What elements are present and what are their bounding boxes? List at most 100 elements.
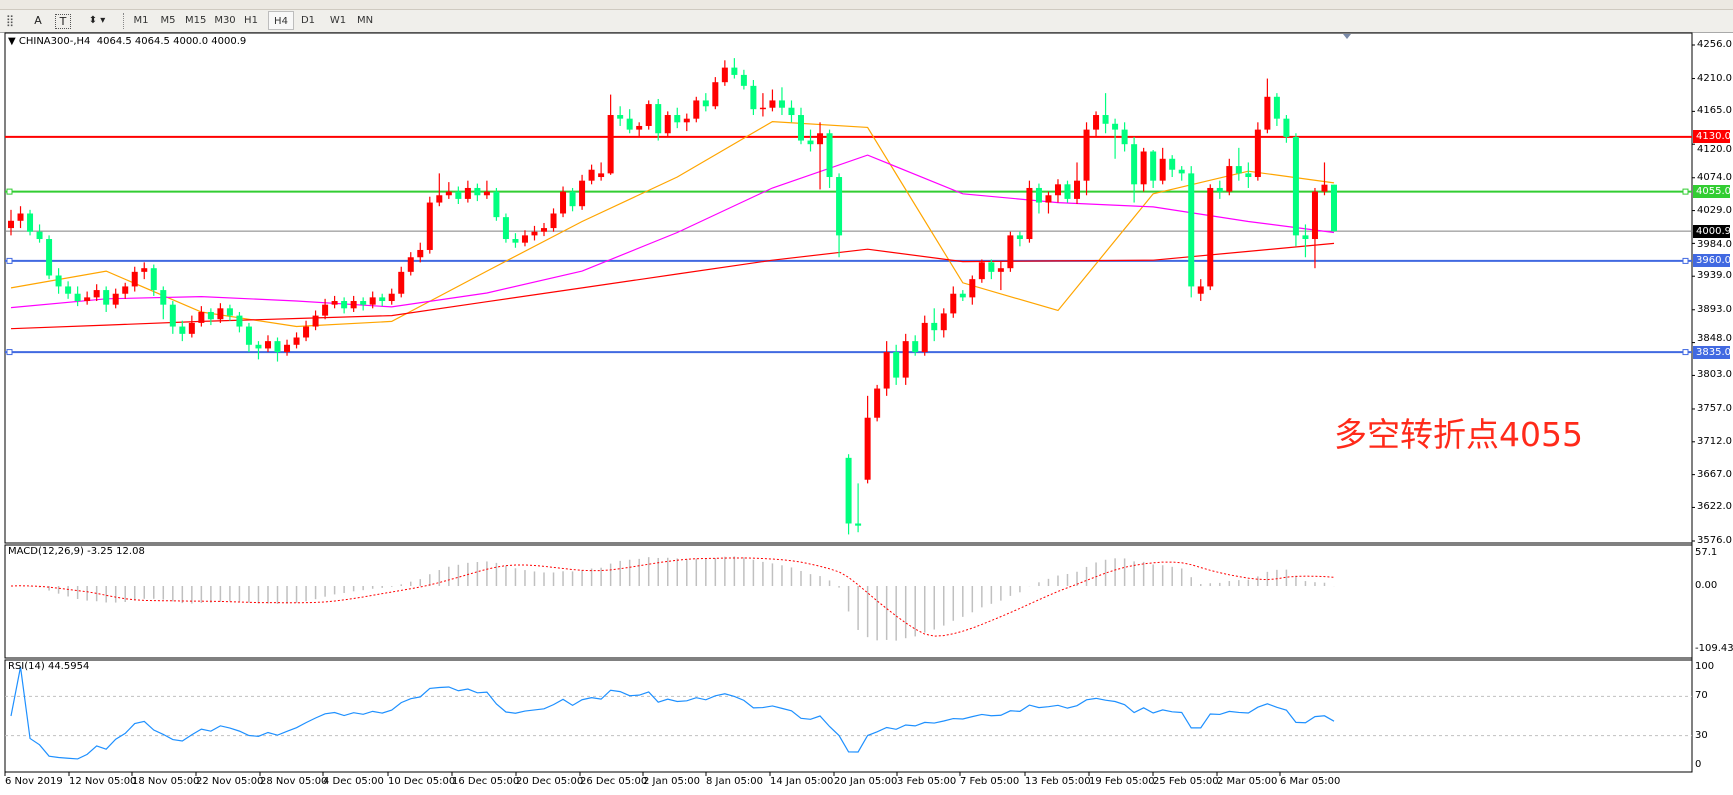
candle-body	[284, 344, 291, 353]
timeframe-m15-button[interactable]: M15	[185, 15, 207, 26]
candle-body	[740, 74, 747, 86]
candle	[426, 196, 433, 254]
candle-body	[541, 228, 548, 232]
candle	[1159, 147, 1166, 185]
candle-body	[1292, 136, 1299, 236]
price-axis-label: 3576.0	[1697, 534, 1732, 546]
candle-body	[226, 308, 233, 316]
candle-body	[274, 341, 281, 353]
candle	[874, 384, 881, 422]
candle-body	[1035, 187, 1042, 203]
timeframe-m1-button[interactable]: M1	[133, 15, 149, 26]
candle-body	[712, 82, 719, 107]
candle-body	[531, 231, 538, 236]
candle	[1207, 184, 1214, 291]
price-axis-label: 3939.0	[1697, 270, 1732, 282]
collapse-triangle-icon[interactable]: ▼	[8, 36, 19, 47]
candle	[969, 275, 976, 305]
timeframe-h4-button[interactable]: H4	[268, 11, 294, 30]
candle-body	[474, 187, 481, 196]
candle-body	[398, 271, 405, 294]
candle	[750, 80, 757, 116]
level-price-tag: 3960.0	[1693, 254, 1731, 268]
candle	[103, 286, 110, 312]
candle	[674, 107, 681, 129]
time-axis-label: 20 Dec 05:00	[516, 776, 584, 787]
candle	[17, 206, 24, 229]
candle-body	[1159, 158, 1166, 181]
time-axis-label: 2 Mar 05:00	[1217, 776, 1278, 787]
level-handle-left	[6, 349, 13, 356]
candle	[74, 286, 81, 307]
price-axis-label: 4165.0	[1697, 105, 1732, 117]
time-axis-label: 20 Jan 05:00	[834, 776, 898, 787]
candle-body	[588, 169, 595, 181]
candle	[560, 186, 567, 218]
price-axis-label: 4120.0	[1697, 144, 1732, 156]
candle	[169, 301, 176, 334]
candle-body	[150, 268, 157, 291]
candle-body	[322, 304, 329, 316]
rsi-axis-label: 30	[1695, 729, 1708, 741]
candle	[512, 233, 519, 248]
candle	[1016, 231, 1023, 247]
candle	[769, 89, 776, 112]
timeframe-m5-button[interactable]: M5	[160, 15, 176, 26]
candle-body	[950, 293, 957, 314]
candle	[207, 308, 214, 326]
arrows-dropdown-icon[interactable]: ⬍ ▾	[88, 15, 106, 26]
candle	[778, 87, 785, 116]
chart-shift-marker-icon[interactable]	[1343, 34, 1351, 39]
candle	[721, 60, 728, 86]
candle-body	[493, 191, 500, 218]
candle	[150, 264, 157, 296]
chart-window[interactable]	[0, 33, 1733, 795]
candle	[550, 208, 557, 232]
candle-body	[1016, 235, 1023, 240]
candle	[417, 242, 424, 263]
timeframe-d1-button[interactable]: D1	[300, 15, 316, 26]
candle-body	[902, 341, 909, 378]
candle-body	[464, 187, 471, 199]
timeframe-w1-button[interactable]: W1	[329, 15, 347, 26]
time-axis-label: 18 Nov 05:00	[132, 776, 200, 787]
candle-body	[1121, 129, 1128, 145]
candle	[855, 483, 862, 533]
candle	[817, 122, 824, 190]
candle-body	[1026, 187, 1033, 240]
candle	[398, 266, 405, 298]
grid-icon[interactable]: ⣿	[5, 14, 15, 27]
text-label-icon[interactable]: T	[55, 14, 71, 29]
candle-body	[84, 297, 91, 302]
candle	[931, 308, 938, 342]
candle-body	[122, 286, 129, 294]
level-handle-right	[1682, 349, 1689, 356]
toolbar-separator	[123, 13, 125, 29]
timeframe-mn-button[interactable]: MN	[356, 15, 374, 26]
candle-body	[303, 326, 310, 338]
time-axis-label: 22 Nov 05:00	[196, 776, 264, 787]
candle	[179, 320, 186, 342]
candle-body	[369, 297, 376, 305]
timeframe-m30-button[interactable]: M30	[214, 15, 236, 26]
candle	[1302, 224, 1309, 258]
price-axis-label: 4210.0	[1697, 72, 1732, 84]
time-axis-label: 14 Jan 05:00	[770, 776, 834, 787]
candle	[255, 341, 262, 360]
candle-body	[579, 180, 586, 207]
price-axis-label: 3893.0	[1697, 303, 1732, 315]
candle-body	[293, 337, 300, 345]
candle-body	[1331, 184, 1337, 232]
text-tool-icon[interactable]: A	[34, 14, 42, 27]
candle-body	[455, 191, 462, 199]
level-price-tag: 4000.9	[1693, 224, 1731, 238]
timeframe-h1-button[interactable]: H1	[244, 15, 258, 26]
time-axis-label: 3 Feb 05:00	[897, 776, 957, 787]
ma-line-magenta	[10, 154, 1335, 309]
candle-body	[341, 301, 348, 309]
time-axis-label: 8 Jan 05:00	[706, 776, 763, 787]
time-axis-label: 6 Nov 2019	[5, 776, 63, 787]
candle	[455, 186, 462, 205]
time-axis-label: 25 Feb 05:00	[1153, 776, 1219, 787]
